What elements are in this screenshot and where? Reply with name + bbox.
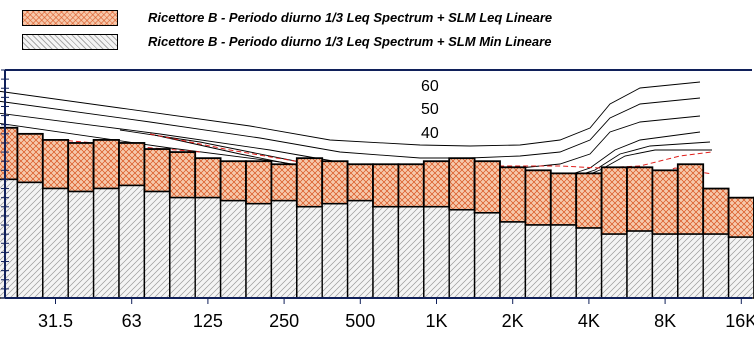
bar-leq-4K <box>575 172 603 229</box>
bar-leq-3.15K <box>549 172 578 226</box>
bar-leq-1K <box>422 160 451 208</box>
x-tick-label-250: 250 <box>269 311 299 331</box>
bar-leq-31.5 <box>41 139 70 190</box>
x-tick-label-125: 125 <box>193 311 223 331</box>
bar-min-315 <box>296 206 323 299</box>
bar-min-6.3K <box>626 230 654 299</box>
bar-leq-2.5K <box>524 169 552 226</box>
bar-leq-50 <box>92 139 120 190</box>
bar-min-25 <box>16 181 44 299</box>
axes <box>1 69 752 304</box>
bar-min-31.5 <box>42 187 69 299</box>
bar-min-4K <box>575 227 603 299</box>
bar-leq-10K <box>676 163 705 236</box>
contour-label-60: 60 <box>421 78 439 95</box>
bar-leq-16K <box>727 196 754 239</box>
bar-leq-1.25K <box>448 157 476 211</box>
x-tick-label-1K: 1K <box>425 311 447 331</box>
bar-leq-25 <box>16 132 44 184</box>
bar-min-100 <box>169 196 196 299</box>
tick-labels: 31.5 63 125 250 500 1K 2K 4K 8K 16K <box>38 311 754 331</box>
bar-min-10K <box>677 233 704 299</box>
bar-leq-1.6K <box>473 160 501 214</box>
spectrum-chart: 60 50 40 31.5 63 125 250 500 1K 2K 4K 8K 16K <box>0 69 754 331</box>
bar-leq-315 <box>295 157 324 208</box>
bar-leq-630 <box>372 163 400 208</box>
x-tick-label-16K: 16K <box>725 311 754 331</box>
bar-min-2K <box>499 221 527 299</box>
legend-swatch-leq <box>22 10 118 26</box>
bar-leq-500 <box>346 163 374 202</box>
x-tick-label-8K: 8K <box>654 311 676 331</box>
bar-min-500 <box>346 200 374 299</box>
legend-item-leq: Ricettore B - Periodo diurno 1/3 Leq Spe… <box>8 8 748 30</box>
bar-leq-250 <box>270 163 298 202</box>
legend-item-min: Ricettore B - Periodo diurno 1/3 Leq Spe… <box>8 32 748 54</box>
bar-min-1K <box>423 206 450 299</box>
bar-min-5K <box>600 233 628 299</box>
contour-line-2 <box>0 97 701 159</box>
bar-min-200 <box>245 203 273 299</box>
bar-min-800 <box>397 206 425 299</box>
bar-leq-5K <box>600 166 628 236</box>
bar-min-250 <box>270 200 298 299</box>
bar-leq-400 <box>321 160 349 205</box>
bar-leq-8K <box>651 169 679 236</box>
bar-min-40 <box>67 190 95 299</box>
bar-leq-6.3K <box>626 166 654 233</box>
x-tick-label-4K: 4K <box>578 311 600 331</box>
bar-leq-100 <box>168 151 197 199</box>
bar-leq-80 <box>143 148 171 193</box>
bar-leq-200 <box>245 160 273 205</box>
bar-leq-12.5K <box>702 187 730 236</box>
legend-label-min: Ricettore B - Periodo diurno 1/3 Leq Spe… <box>148 34 552 49</box>
bar-min-630 <box>372 206 400 299</box>
bar-min-1.6K <box>473 212 501 299</box>
legend-swatch-min <box>22 34 118 50</box>
bar-leq-125 <box>194 157 222 199</box>
bar-min-125 <box>194 196 222 299</box>
bar-min-1.25K <box>448 209 476 299</box>
bar-min-63 <box>118 184 146 299</box>
bar-min-16K <box>727 236 754 299</box>
bar-leq-20 <box>0 126 19 181</box>
bars <box>0 126 754 299</box>
x-tick-label-63: 63 <box>122 311 142 331</box>
bar-min-50 <box>92 187 120 299</box>
bar-min-160 <box>219 200 247 299</box>
bar-leq-2K <box>499 166 527 223</box>
bar-min-8K <box>651 233 679 299</box>
bar-min-400 <box>321 203 349 299</box>
x-tick-label-500: 500 <box>345 311 375 331</box>
bar-leq-160 <box>219 160 247 202</box>
bar-min-12.5K <box>702 233 730 299</box>
x-tick-label-2K: 2K <box>502 311 524 331</box>
bar-min-2.5K <box>524 224 552 299</box>
legend-label-leq: Ricettore B - Periodo diurno 1/3 Leq Spe… <box>148 10 553 25</box>
contour-label-40: 40 <box>421 125 439 142</box>
x-tick-label-31.5: 31.5 <box>38 311 73 331</box>
legend: Ricettore B - Periodo diurno 1/3 Leq Spe… <box>0 0 754 62</box>
contour-label-50: 50 <box>421 101 439 118</box>
bar-leq-800 <box>397 163 425 208</box>
bar-min-3.15K <box>550 224 577 299</box>
bar-leq-40 <box>67 142 95 193</box>
bar-leq-63 <box>118 142 146 187</box>
bar-min-80 <box>143 190 171 299</box>
contour-line-1 <box>0 81 701 147</box>
